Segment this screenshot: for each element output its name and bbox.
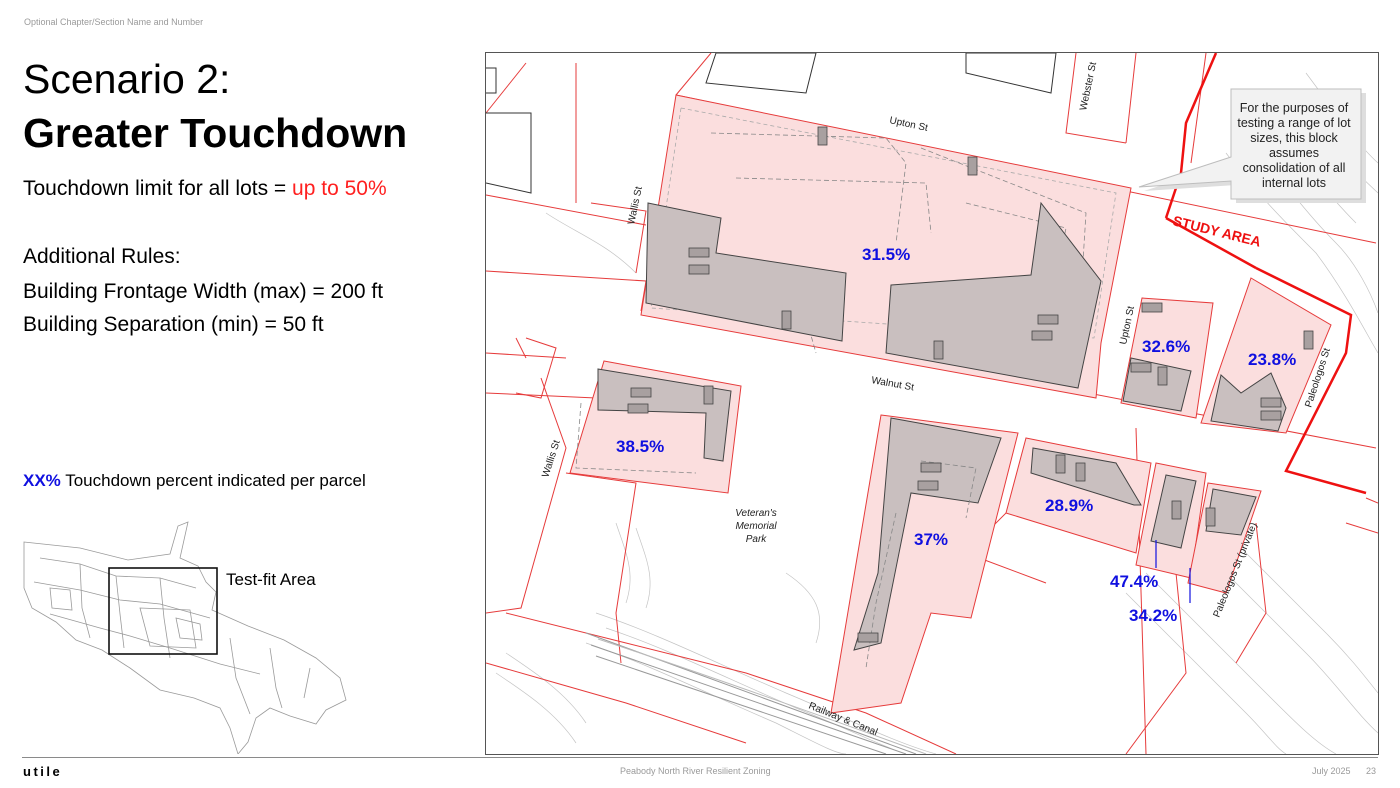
site-plan-svg: Upton St Webster St Wallis St Walnut St … (486, 53, 1378, 754)
footer-divider (22, 757, 1378, 758)
rules-heading: Additional Rules: (23, 245, 181, 268)
utile-logo: utile (23, 764, 63, 779)
page-title-line2: Greater Touchdown (23, 110, 408, 156)
callout-line3: sizes, this block (1250, 131, 1338, 145)
legend: XX% Touchdown percent indicated per parc… (23, 471, 366, 491)
percent-center-lot: 37% (914, 530, 948, 549)
callout-line2: testing a range of lot (1237, 116, 1351, 130)
key-map-inset (23, 521, 347, 754)
street-label-walnut: Walnut St (870, 375, 914, 393)
percent-main-block: 31.5% (862, 245, 910, 264)
percent-paleologos-lot: 23.8% (1248, 350, 1296, 369)
percent-upton-lot: 32.6% (1142, 337, 1190, 356)
parcel-main-block (640, 94, 1132, 399)
parcel-small-lot-a (1135, 462, 1207, 579)
callout-line4: assumes (1269, 146, 1319, 160)
context-buildings (486, 53, 1057, 194)
percent-wallis-lot: 38.5% (616, 437, 664, 456)
parcel-center-lot (830, 414, 1019, 714)
callout-line6: internal lots (1262, 176, 1326, 190)
parcel-walnut-east-lot (1005, 437, 1152, 554)
page-title-line1: Scenario 2: (23, 56, 231, 102)
test-fit-area-label: Test-fit Area (226, 570, 316, 589)
legend-text: Touchdown percent indicated per parcel (60, 471, 366, 490)
park-label-line3: Park (746, 534, 768, 545)
street-label-wallis-top: Wallis St (626, 185, 645, 225)
touchdown-limit-text: Touchdown limit for all lots = (23, 177, 293, 200)
percent-small-lot-a: 47.4% (1110, 572, 1158, 591)
callout-line5: consolidation of all (1243, 161, 1346, 175)
percent-walnut-east: 28.9% (1045, 496, 1093, 515)
street-label-upton-top: Upton St (888, 115, 929, 134)
footer-date: July 2025 (1312, 766, 1351, 776)
parcel-wallis-lot (569, 360, 742, 494)
railway-lines (585, 632, 927, 754)
study-area-label: STUDY AREA (1171, 212, 1262, 249)
street-label-webster: Webster St (1078, 61, 1099, 112)
footer-project-name: Peabody North River Resilient Zoning (620, 766, 771, 776)
page-number: 23 (1366, 766, 1377, 776)
rule-frontage-width: Building Frontage Width (max) = 200 ft (23, 280, 384, 303)
callout-line1: For the purposes of (1240, 101, 1349, 115)
site-plan-map: Upton St Webster St Wallis St Walnut St … (485, 52, 1379, 755)
rule-building-separation: Building Separation (min) = 50 ft (23, 313, 324, 336)
study-area-boundary (1164, 53, 1367, 495)
parcel-paleologos-lot (1200, 277, 1332, 434)
park-label-line1: Veteran's (735, 508, 777, 519)
section-label: Optional Chapter/Section Name and Number (24, 17, 204, 27)
parcel-small-lot-b (1187, 482, 1262, 594)
legend-key: XX% (23, 471, 61, 490)
touchdown-limit: Touchdown limit for all lots = up to 50% (23, 177, 387, 201)
percent-small-lot-b: 34.2% (1129, 606, 1177, 625)
parcel-upton-lot (1120, 297, 1214, 419)
callout-note (1138, 88, 1366, 203)
touchdown-limit-value: up to 50% (292, 177, 387, 200)
park-label-line2: Memorial (735, 521, 777, 532)
